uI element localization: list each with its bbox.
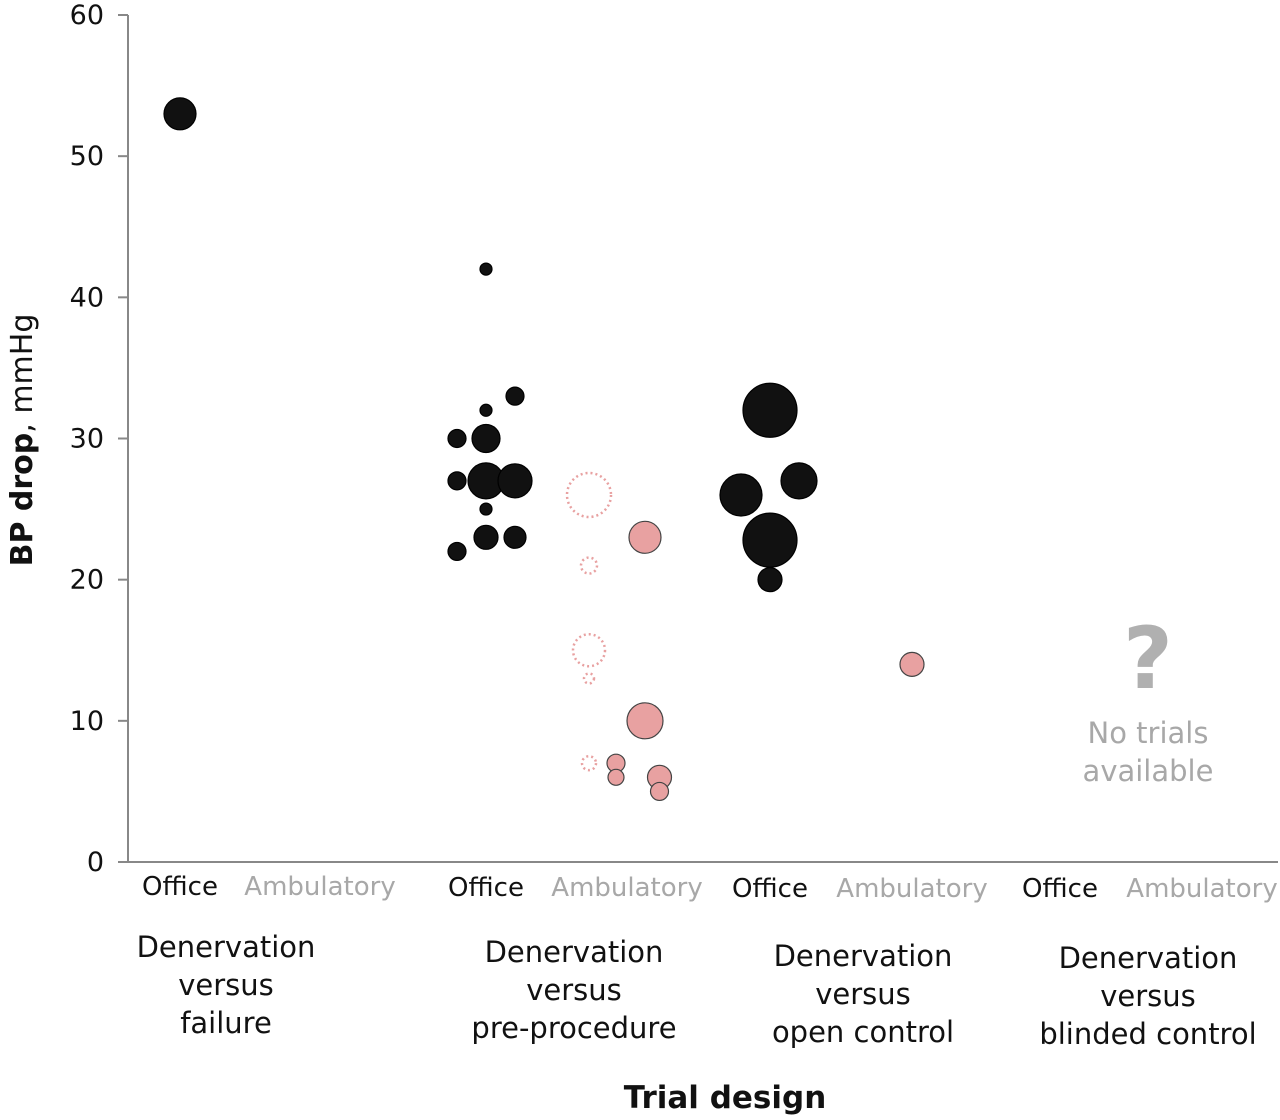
- office-bubble: [473, 524, 499, 550]
- y-tick-label: 30: [70, 424, 104, 455]
- office-bubble: [471, 423, 501, 454]
- ambulatory-bubble: [607, 768, 625, 786]
- sub-label-office: Office: [1022, 874, 1098, 904]
- group-label-line: versus: [178, 968, 274, 1002]
- group-label-line: versus: [526, 973, 622, 1007]
- office-bubble: [757, 567, 783, 593]
- y-ticks: 0 10 20 30 40 50 60: [70, 0, 128, 878]
- question-mark-icon: ?: [1123, 609, 1173, 709]
- ambulatory-bubble: [626, 702, 664, 740]
- ambulatory-dotted-bubble: [579, 556, 599, 575]
- office-bubble: [742, 512, 798, 568]
- sub-label-ambulatory: Ambulatory: [244, 872, 395, 902]
- y-tick-label: 60: [70, 0, 104, 31]
- ambulatory-dotted-bubble: [571, 633, 607, 668]
- office-bubble: [447, 541, 467, 562]
- office-bubble: [447, 471, 467, 491]
- sub-label-ambulatory: Ambulatory: [836, 874, 987, 904]
- group-label-line: failure: [180, 1006, 272, 1040]
- y-tick-label: 50: [70, 141, 104, 172]
- group-label-line: pre-procedure: [471, 1011, 676, 1045]
- office-bubble: [780, 462, 818, 500]
- ambulatory-dotted-bubble: [565, 471, 613, 519]
- office-bubble: [479, 403, 493, 417]
- group-labels: Denervation versus failure Denervation versu…: [137, 930, 1257, 1051]
- y-tick-label: 0: [87, 847, 104, 878]
- y-tick-label: 40: [70, 282, 104, 313]
- office-bubble: [503, 525, 527, 549]
- sub-label-office: Office: [142, 872, 218, 902]
- office-bubble: [497, 463, 533, 499]
- sub-label-ambulatory: Ambulatory: [551, 873, 702, 903]
- group-label-line: versus: [815, 977, 911, 1011]
- y-axis-title-unit: , mmHg: [5, 314, 40, 433]
- ambulatory-bubble: [628, 520, 662, 554]
- office-bubble: [479, 262, 493, 276]
- no-trials-line-2: available: [1083, 754, 1214, 788]
- sub-label-office: Office: [448, 873, 524, 903]
- y-axis-title: BP drop, mmHg: [5, 314, 40, 567]
- office-bubble: [163, 97, 197, 131]
- sub-label-office: Office: [732, 874, 808, 904]
- group-label-line: open control: [772, 1015, 954, 1049]
- y-axis-title-bold: BP drop: [5, 433, 40, 567]
- sub-label-ambulatory: Ambulatory: [1126, 874, 1277, 904]
- bubbles: [163, 97, 925, 802]
- office-bubble: [447, 428, 467, 449]
- y-tick-label: 20: [70, 565, 104, 596]
- group-label-line: Denervation: [1059, 941, 1238, 975]
- group-label-line: Denervation: [485, 935, 664, 969]
- group-label-line: versus: [1100, 979, 1196, 1013]
- group-label-line: Denervation: [774, 939, 953, 973]
- group-label-line: Denervation: [137, 930, 316, 964]
- ambulatory-dotted-bubble: [580, 754, 598, 772]
- group-label-line: blinded control: [1039, 1017, 1256, 1051]
- office-bubble: [505, 386, 525, 406]
- sub-labels: Office Ambulatory Office Ambulatory Office Am…: [142, 872, 1278, 904]
- office-bubble: [719, 473, 763, 517]
- no-trials-annotation: ? No trials available: [1083, 609, 1214, 788]
- office-bubble: [742, 382, 798, 438]
- ambulatory-bubble: [899, 651, 925, 677]
- no-trials-line-1: No trials: [1088, 716, 1209, 750]
- y-tick-label: 10: [70, 706, 104, 737]
- x-axis-title: Trial design: [624, 1080, 827, 1116]
- ambulatory-dotted-bubble: [582, 672, 596, 685]
- office-bubble: [479, 502, 493, 516]
- ambulatory-bubble: [649, 781, 670, 802]
